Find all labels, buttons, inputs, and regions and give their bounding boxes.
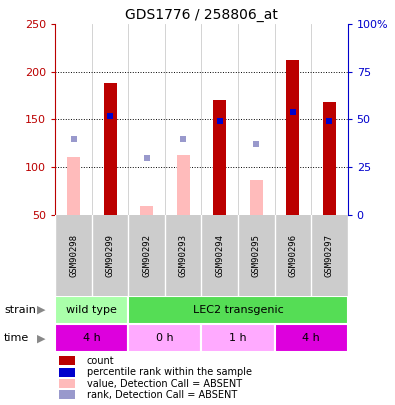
Bar [201,324,275,352]
Text: ▶: ▶ [37,333,46,343]
Bar [104,83,117,215]
Bar [140,206,153,215]
Text: count: count [87,356,115,366]
Text: GSM90298: GSM90298 [69,234,78,277]
Text: 1 h: 1 h [229,333,247,343]
Text: GSM90292: GSM90292 [142,234,151,277]
Bar [128,324,201,352]
Bar [177,155,190,215]
Bar [275,324,348,352]
Text: wild type: wild type [66,305,117,315]
Bar [55,296,128,324]
Text: GSM90295: GSM90295 [252,234,261,277]
Text: GSM90294: GSM90294 [215,234,224,277]
Title: GDS1776 / 258806_at: GDS1776 / 258806_at [125,8,278,22]
Text: 4 h: 4 h [302,333,320,343]
Text: time: time [4,333,29,343]
Bar [67,157,80,215]
Bar [55,324,128,352]
Text: GSM90296: GSM90296 [288,234,297,277]
Bar [323,102,336,215]
Text: LEC2 transgenic: LEC2 transgenic [193,305,283,315]
Text: ▶: ▶ [37,305,46,315]
Text: value, Detection Call = ABSENT: value, Detection Call = ABSENT [87,379,242,388]
Text: GSM90299: GSM90299 [105,234,115,277]
Text: GSM90293: GSM90293 [179,234,188,277]
Text: rank, Detection Call = ABSENT: rank, Detection Call = ABSENT [87,390,237,400]
Bar [128,296,348,324]
Bar [213,100,226,215]
Text: GSM90297: GSM90297 [325,234,334,277]
Text: 4 h: 4 h [83,333,101,343]
Bar [250,180,263,215]
Bar [286,60,299,215]
Text: strain: strain [4,305,36,315]
Text: 0 h: 0 h [156,333,174,343]
Text: percentile rank within the sample: percentile rank within the sample [87,367,252,377]
